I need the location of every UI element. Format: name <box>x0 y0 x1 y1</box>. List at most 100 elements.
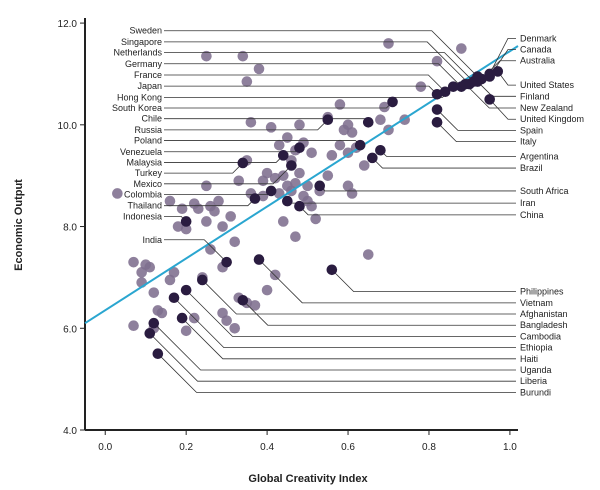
x-axis-title: Global Creativity Index <box>248 473 368 485</box>
data-point-chile <box>362 116 374 128</box>
leader-line-vietnam <box>258 259 516 304</box>
data-point <box>346 188 358 199</box>
country-label-philippines: Philippines <box>520 287 564 297</box>
data-point-japan <box>431 88 443 100</box>
data-point-italy <box>431 116 443 128</box>
country-label-india: India <box>142 235 162 245</box>
data-point-brazil <box>367 152 378 164</box>
data-point <box>269 172 281 184</box>
data-point <box>233 175 245 187</box>
data-point <box>302 195 313 207</box>
data-point-france <box>439 86 451 98</box>
country-label-burundi: Burundi <box>520 387 551 397</box>
data-point <box>358 160 370 171</box>
data-point <box>205 244 216 255</box>
leader-line-liberia <box>149 333 516 382</box>
data-point <box>310 213 321 225</box>
data-point <box>383 38 394 49</box>
leader-line-sweden <box>164 30 478 77</box>
country-label-mexico: Mexico <box>133 179 162 189</box>
data-point-canada <box>484 71 495 82</box>
leader-line-germany <box>164 63 462 87</box>
x-tick-label: 0.8 <box>422 442 436 453</box>
data-point <box>209 205 220 217</box>
leader-line-malaysia <box>164 155 284 163</box>
country-label-cambodia: Cambodia <box>520 331 561 341</box>
country-label-turkey: Turkey <box>135 168 163 178</box>
leader-line-netherlands <box>164 52 474 82</box>
country-label-brazil: Brazil <box>520 163 543 173</box>
data-point-venezuela <box>294 142 305 154</box>
data-point-russia <box>322 114 334 126</box>
leader-line-turkey <box>164 162 244 174</box>
data-point <box>253 63 265 75</box>
data-point <box>164 195 176 207</box>
data-point <box>261 284 273 296</box>
data-point <box>294 119 305 131</box>
data-point <box>201 216 212 227</box>
data-point <box>334 139 346 151</box>
data-point <box>180 223 192 235</box>
country-label-finland: Finland <box>520 91 550 101</box>
data-point <box>257 190 269 202</box>
country-label-thailand: Thailand <box>127 201 162 211</box>
x-tick-label: 1.0 <box>503 442 517 453</box>
data-point <box>269 269 281 281</box>
country-label-denmark: Denmark <box>520 33 557 43</box>
data-point <box>294 167 305 179</box>
data-point-thailand <box>249 193 261 204</box>
leader-line-haiti <box>181 317 516 360</box>
leader-line-ethiopia <box>173 297 516 349</box>
data-point-poland <box>354 139 366 151</box>
data-point <box>456 43 467 54</box>
leader-line-brazil <box>372 157 516 169</box>
data-point <box>277 170 289 181</box>
x-tick-label: 0.6 <box>341 442 355 453</box>
country-label-hong-kong: Hong Kong <box>117 92 162 102</box>
country-label-sweden: Sweden <box>129 26 162 36</box>
data-point-vietnam <box>253 254 265 265</box>
data-point <box>229 322 241 334</box>
data-point <box>362 249 374 260</box>
data-point-hong-kong <box>447 81 459 92</box>
country-label-poland: Poland <box>134 136 162 146</box>
data-point <box>241 76 253 87</box>
data-point <box>112 188 123 199</box>
data-point <box>213 195 224 207</box>
leader-line-spain <box>436 109 516 131</box>
data-point-liberia <box>144 328 156 339</box>
country-label-bangladesh: Bangladesh <box>520 320 568 330</box>
leader-line-singapore <box>164 41 470 85</box>
leader-line-india <box>164 239 227 263</box>
data-point <box>306 147 317 159</box>
data-point-india <box>221 256 232 268</box>
data-point <box>201 180 212 192</box>
leader-line-philippines <box>331 269 516 293</box>
data-point <box>148 287 160 298</box>
data-point <box>217 221 228 232</box>
data-point <box>261 167 273 179</box>
data-point-mexico <box>286 160 297 171</box>
data-point <box>176 203 188 215</box>
country-label-colombia: Colombia <box>124 189 162 199</box>
leader-line-united-kingdom <box>489 99 516 120</box>
leader-line-japan <box>164 85 438 95</box>
labeled-points <box>144 66 504 360</box>
data-point <box>375 114 386 126</box>
x-tick-label: 0.2 <box>179 442 193 453</box>
leader-line-afghanistan <box>202 279 516 315</box>
data-point-iran <box>282 195 293 207</box>
country-label-new-zealand: New Zealand <box>520 103 573 113</box>
y-tick-label: 4.0 <box>63 426 77 437</box>
data-point-argentina <box>375 144 386 156</box>
country-label-south-korea: South Korea <box>112 103 162 113</box>
country-label-argentina: Argentina <box>520 151 559 161</box>
country-label-indonesia: Indonesia <box>123 211 162 221</box>
data-point-united-kingdom <box>484 94 495 105</box>
data-point <box>180 325 192 337</box>
country-label-chile: Chile <box>141 114 162 124</box>
leader-line-burundi <box>157 353 516 393</box>
data-point <box>237 50 249 62</box>
data-point-afghanistan <box>197 274 208 286</box>
